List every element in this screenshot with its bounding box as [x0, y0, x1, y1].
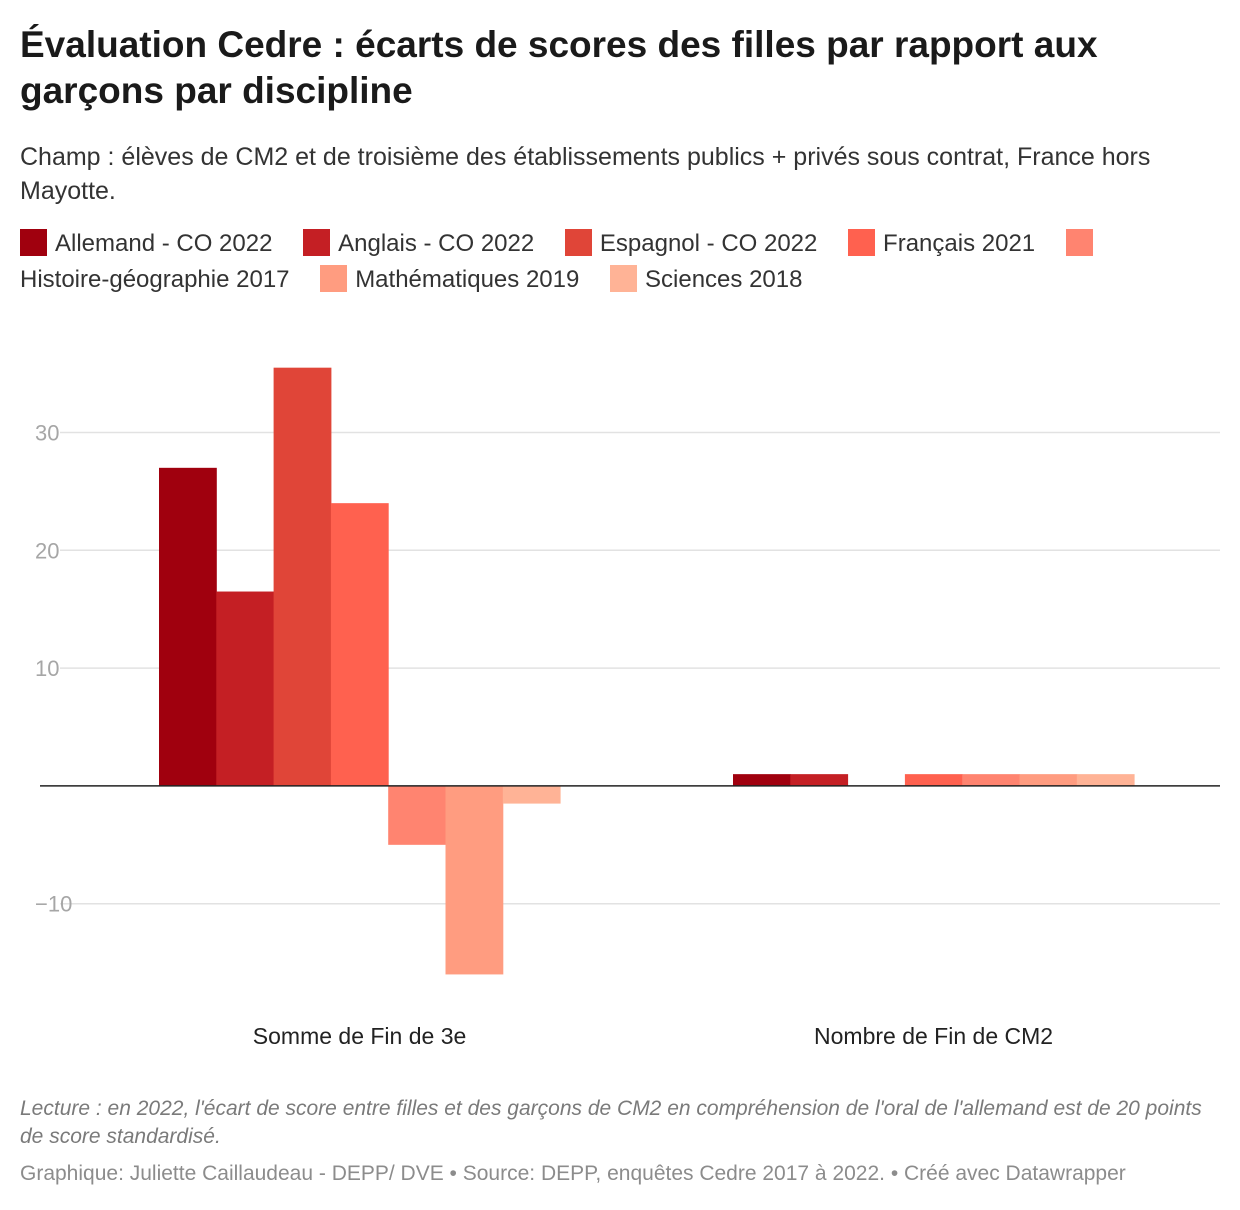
bar [733, 774, 791, 786]
bar [159, 467, 217, 786]
legend-item: Espagnol - CO 2022 [564, 229, 818, 257]
legend-swatch [320, 265, 348, 292]
bar [445, 785, 504, 975]
legend-swatch [848, 229, 876, 256]
legend-item: Mathématiques 2019 [320, 265, 580, 293]
bar [330, 503, 389, 786]
bar [1076, 774, 1135, 786]
y-tick-label: −10 [35, 892, 72, 917]
bar [790, 774, 849, 786]
legend-item: Sciences 2018 [610, 265, 803, 293]
legend-item: Histoire-géographie 2017 [20, 229, 1101, 293]
legend-swatch [610, 265, 638, 292]
bar [273, 367, 332, 786]
chart-title: Évaluation Cedre : écarts de scores des … [20, 24, 1098, 111]
y-tick-label: 30 [35, 420, 59, 445]
legend-item: Allemand - CO 2022 [20, 229, 273, 257]
y-tick-label: 10 [35, 656, 59, 681]
bar-chart: 30 20 10 −10 Somme de Fin de 3e Nombre de Fin… [35, 367, 1220, 1049]
y-tick-label: 20 [35, 538, 59, 563]
legend-swatch [564, 229, 592, 256]
legend-swatch [20, 229, 47, 256]
legend: Allemand - CO 2022 Anglais - CO 2022 Esp… [20, 226, 1150, 298]
x-category-label: Nombre de Fin de CM2 [814, 1023, 1053, 1049]
chart-subtitle: Champ : élèves de CM2 et de troisième de… [20, 143, 1151, 205]
credits: Graphique: Juliette Caillaudeau - DEPP/ … [20, 1162, 1126, 1185]
legend-swatch [1065, 229, 1093, 256]
legend-label: Français 2021 [883, 230, 1036, 257]
legend-label: Allemand - CO 2022 [55, 230, 273, 257]
legend-label: Histoire-géographie 2017 [20, 266, 290, 293]
bar [216, 591, 275, 786]
bar [1019, 774, 1078, 786]
legend-label: Sciences 2018 [645, 266, 803, 293]
reading-note: Lecture : en 2022, l'écart de score entr… [20, 1097, 1202, 1148]
legend-label: Mathématiques 2019 [355, 266, 580, 293]
bar [904, 774, 963, 786]
x-category-label: Somme de Fin de 3e [253, 1023, 467, 1049]
legend-label: Anglais - CO 2022 [338, 230, 535, 257]
bar [502, 785, 561, 804]
bar [388, 785, 446, 845]
legend-label: Espagnol - CO 2022 [599, 230, 818, 257]
legend-item: Français 2021 [848, 229, 1036, 257]
bar [962, 774, 1020, 786]
legend-item: Anglais - CO 2022 [303, 229, 535, 257]
legend-swatch [303, 229, 331, 256]
